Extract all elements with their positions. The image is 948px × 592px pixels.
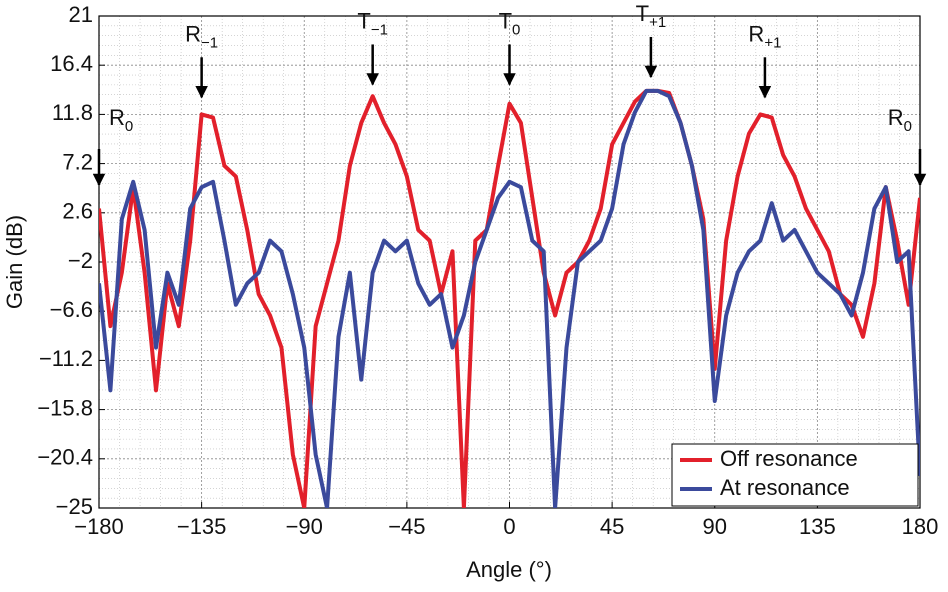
x-tick-label: 180	[902, 514, 939, 539]
x-tick-label: 135	[799, 514, 836, 539]
y-tick-label: 11.8	[52, 100, 93, 125]
x-tick-label: −90	[286, 514, 323, 539]
annotation-text: R	[185, 21, 201, 46]
x-tick-label: −180	[74, 514, 124, 539]
annotation-text: R	[109, 105, 125, 130]
annotation-label: R0	[888, 105, 912, 135]
annotation-subscript: +1	[649, 14, 666, 31]
y-axis-label: Gain (dB)	[2, 215, 27, 309]
legend-box	[671, 443, 919, 507]
x-tick-label: −135	[177, 514, 227, 539]
annotation-subscript: +1	[764, 34, 781, 51]
annotation-subscript: 0	[904, 118, 912, 135]
annotation-label: R+1	[748, 21, 781, 51]
x-tick-label: 45	[600, 514, 624, 539]
annotation-label: T+1	[636, 1, 667, 31]
x-tick-label: 0	[503, 514, 515, 539]
data-line	[99, 88, 920, 508]
legend-label: Off resonance	[720, 446, 858, 471]
y-tick-label: −11.2	[39, 346, 93, 371]
annotation-label: R−1	[185, 21, 218, 51]
y-tick-label: −2	[68, 248, 93, 273]
annotation-subscript: −1	[371, 21, 388, 38]
annotation-subscript: 0	[512, 21, 520, 38]
y-tick-label: −6.6	[50, 297, 93, 322]
annotation-text: T	[499, 8, 512, 33]
y-tick-label: 16.4	[50, 51, 93, 76]
y-tick-label: 2.6	[62, 199, 93, 224]
annotation-subscript: −1	[201, 34, 218, 51]
x-tick-label: −45	[388, 514, 425, 539]
legend-label: At resonance	[720, 475, 850, 500]
annotation-text: T	[636, 1, 649, 26]
annotation-text: R	[748, 21, 764, 46]
y-tick-label: 7.2	[62, 149, 93, 174]
annotation-text: R	[888, 105, 904, 130]
annotation-subscript: 0	[125, 118, 133, 135]
annotation-label: T−1	[357, 8, 388, 38]
y-tick-label: 21	[69, 2, 93, 27]
data-line	[99, 88, 920, 508]
annotation-label: R0	[109, 105, 133, 135]
plot-frame	[98, 15, 921, 509]
annotation-text: T	[357, 8, 370, 33]
annotation-label: T0	[499, 8, 521, 38]
y-tick-label: −25	[56, 494, 93, 519]
plot-area	[99, 88, 920, 508]
y-tick-label: −20.4	[37, 445, 93, 470]
y-tick-label: −15.8	[37, 395, 93, 420]
x-axis-label: Angle (°)	[466, 557, 552, 582]
x-tick-label: 90	[703, 514, 727, 539]
